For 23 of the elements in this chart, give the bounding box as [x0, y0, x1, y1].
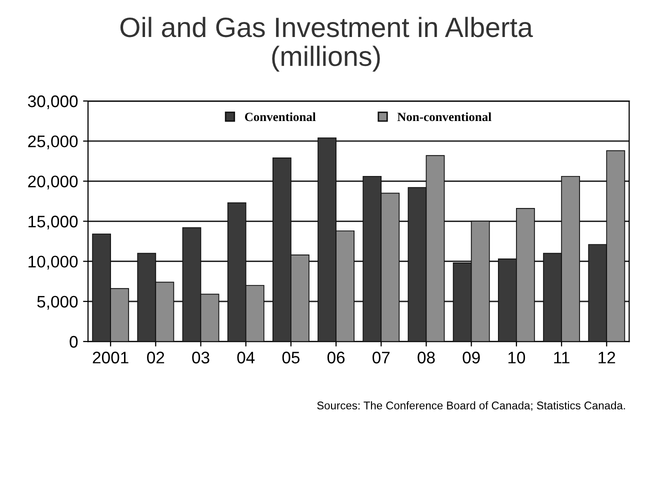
x-tick-label: 10	[508, 352, 526, 364]
x-tick-label: 12	[598, 352, 616, 364]
y-tick-label: 25,000	[28, 135, 78, 150]
y-tick-label: 5,000	[37, 296, 78, 310]
x-tick-label: 07	[372, 352, 390, 364]
x-tick-label: 03	[192, 352, 210, 364]
x-tick-label: 06	[327, 352, 345, 364]
x-tick-label: 09	[462, 352, 480, 364]
x-tick-label: 05	[282, 352, 300, 364]
x-tick-label: 11	[554, 352, 570, 364]
source-note: Sources: The Conference Board of Canada; Statistics Canada.	[317, 401, 625, 411]
x-tick-label: 04	[237, 352, 255, 364]
x-tick-label: 02	[147, 352, 164, 364]
y-tick-label: 10,000	[28, 256, 78, 270]
legend-label: Conventional	[244, 112, 316, 122]
x-tick-label: 2001	[92, 352, 128, 364]
y-tick-label: 15,000	[28, 216, 78, 230]
x-tick-label: 08	[418, 352, 435, 364]
chart-title: Oil and Gas Investment in Alberta (millions)	[120, 16, 533, 72]
y-tick-label: 20,000	[28, 176, 78, 190]
y-tick-label: 0	[70, 336, 78, 348]
legend-label: Non-conventional	[397, 112, 492, 122]
y-tick-label: 30,000	[28, 95, 78, 110]
